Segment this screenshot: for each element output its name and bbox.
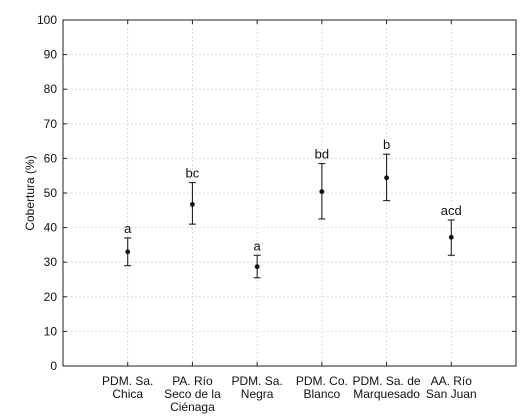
category-label-line: San Juan bbox=[426, 387, 477, 401]
significance-letter: bc bbox=[186, 166, 200, 181]
y-tick-label: 10 bbox=[44, 324, 58, 338]
category-label: PDM. Sa. de Marquesado bbox=[353, 374, 421, 401]
error-bar-group: b bbox=[383, 137, 390, 202]
data-marks: a bc a bd b acd bbox=[124, 137, 462, 279]
category-label: PA. Río Seco de la Ciénaga bbox=[164, 374, 221, 414]
y-tick-label: 20 bbox=[44, 290, 58, 304]
category-label-line: Seco de la bbox=[164, 387, 221, 401]
mean-point bbox=[254, 264, 260, 270]
category-label-line: PDM. Sa. bbox=[102, 374, 153, 388]
significance-letter: acd bbox=[441, 203, 462, 218]
y-tick-label: 60 bbox=[44, 151, 58, 165]
category-label-line: PDM. Co. bbox=[296, 374, 348, 388]
error-bar-group: bc bbox=[186, 166, 200, 225]
y-tick-label: 0 bbox=[50, 359, 57, 373]
error-bar-group: bd bbox=[315, 147, 329, 220]
significance-letter: bd bbox=[315, 147, 329, 162]
y-tick-label: 80 bbox=[44, 82, 58, 96]
category-label: PDM. Sa. Negra bbox=[231, 374, 282, 401]
category-label-line: Negra bbox=[241, 387, 274, 401]
y-tick-label: 70 bbox=[44, 117, 58, 131]
mean-point bbox=[448, 234, 454, 240]
category-label: PDM. Co. Blanco bbox=[296, 374, 348, 401]
mean-point bbox=[190, 202, 195, 207]
mean-point bbox=[125, 249, 131, 255]
y-tick-label: 90 bbox=[44, 48, 58, 62]
category-label-line: PDM. Sa. de bbox=[353, 374, 421, 388]
y-tick-label: 50 bbox=[44, 186, 58, 200]
category-label: PDM. Sa. Chica bbox=[102, 374, 153, 401]
category-label-line: Chica bbox=[112, 387, 143, 401]
significance-letter: a bbox=[124, 221, 132, 236]
category-label: AA. Río San Juan bbox=[426, 374, 477, 401]
category-label-line: Ciénaga bbox=[170, 400, 215, 414]
mean-point bbox=[319, 189, 325, 195]
grid-lines bbox=[63, 20, 516, 366]
category-label-line: PDM. Sa. bbox=[231, 374, 282, 388]
category-label-line: Marquesado bbox=[353, 387, 420, 401]
y-tick-label: 30 bbox=[44, 255, 58, 269]
error-bar-group: a bbox=[124, 221, 132, 267]
error-bar-group: a bbox=[254, 238, 262, 279]
category-label-line: AA. Río bbox=[431, 374, 473, 388]
category-label-line: PA. Río bbox=[172, 374, 213, 388]
category-label-line: Blanco bbox=[304, 387, 341, 401]
significance-letter: a bbox=[254, 238, 262, 253]
y-tick-label: 100 bbox=[37, 13, 57, 27]
y-tick-label: 40 bbox=[44, 221, 58, 235]
y-axis: 0 10 20 30 40 50 60 70 80 90 100 bbox=[37, 13, 516, 373]
error-bar-group: acd bbox=[441, 203, 462, 256]
mean-point bbox=[384, 175, 389, 181]
y-axis-title: Cobertura (%) bbox=[23, 155, 37, 230]
significance-letter: b bbox=[383, 137, 390, 152]
